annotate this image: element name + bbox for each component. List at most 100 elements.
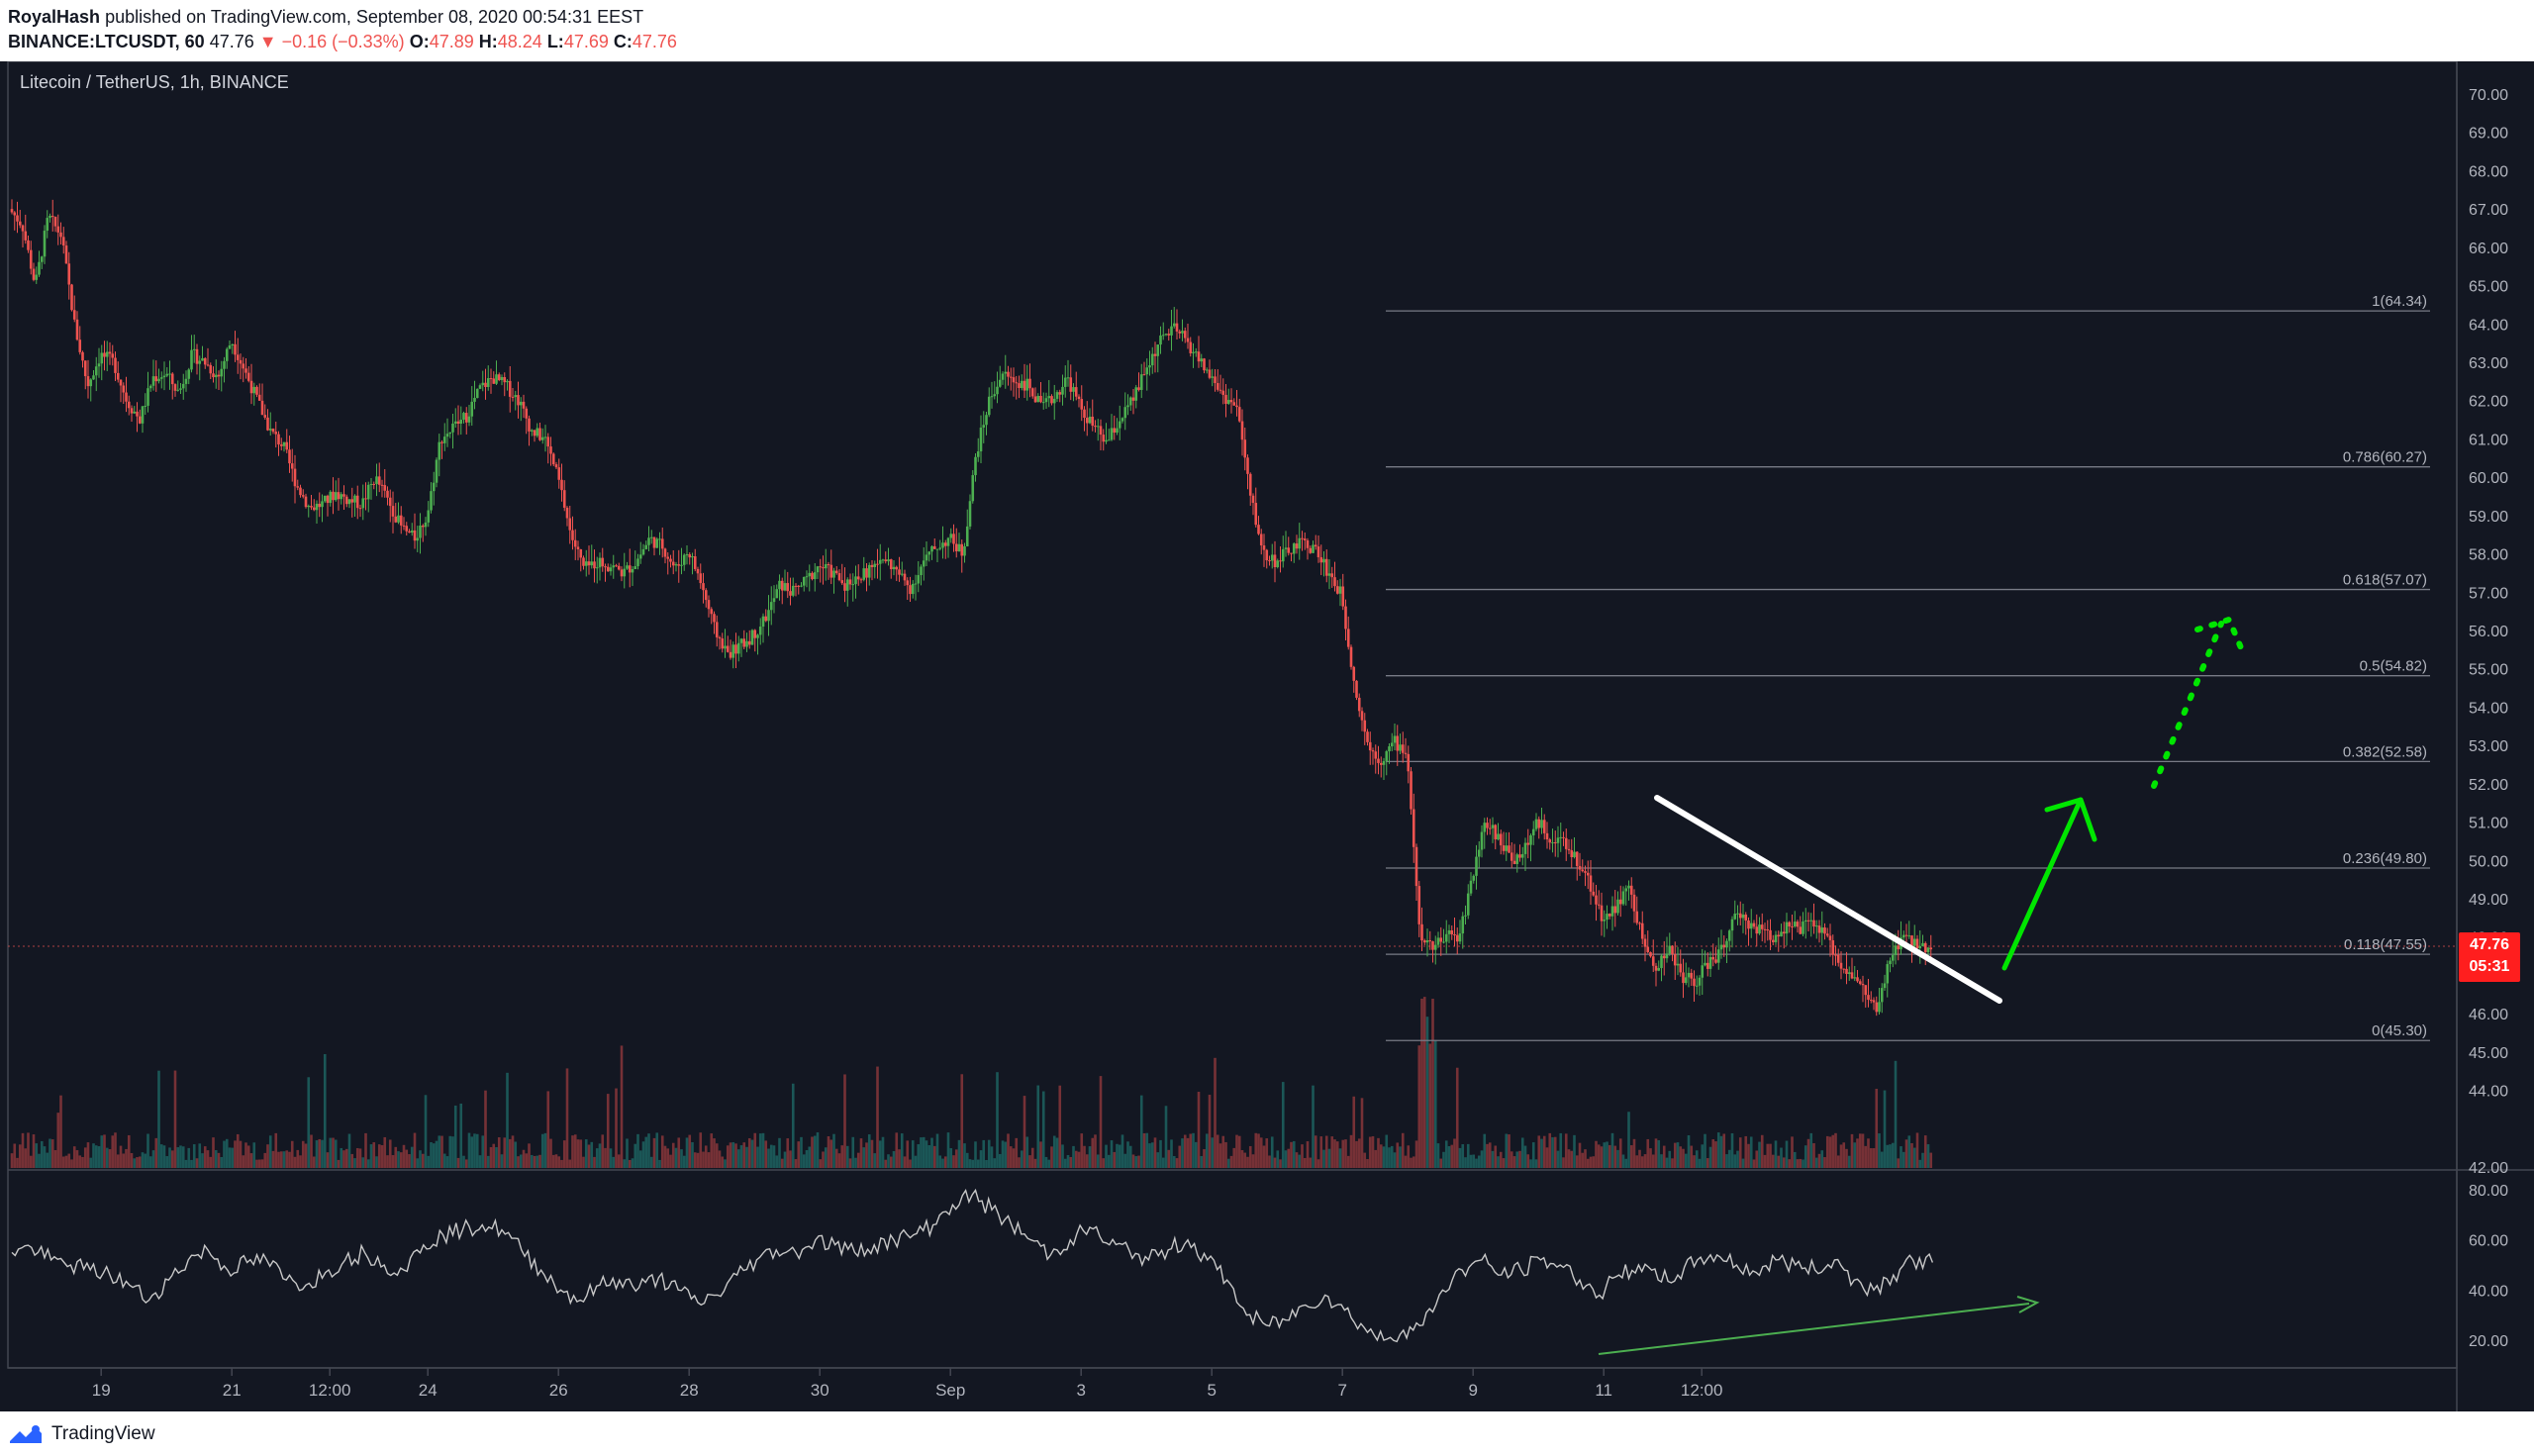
candle-body — [688, 554, 692, 558]
candle-body — [822, 567, 825, 569]
volume-bar — [819, 1159, 823, 1168]
volume-bar — [811, 1136, 814, 1168]
volume-bar — [462, 1155, 465, 1168]
candle-body — [342, 494, 345, 497]
volume-bar — [876, 1066, 879, 1168]
candle-body — [1461, 916, 1465, 934]
candle-body — [1330, 573, 1334, 578]
candle-body — [1651, 956, 1655, 966]
volume-bar — [517, 1156, 520, 1168]
candle-body — [1578, 865, 1582, 870]
published-text: published on TradingView.com, September … — [105, 7, 644, 27]
volume-bar — [1287, 1148, 1291, 1168]
volume-bar — [138, 1156, 142, 1168]
candle-body — [29, 249, 33, 269]
candle-body — [1200, 358, 1204, 362]
volume-bar — [862, 1147, 866, 1168]
candle-body — [658, 538, 661, 540]
volume-bar — [334, 1139, 338, 1168]
price-tick-label: 67.00 — [2469, 202, 2508, 219]
candle-body — [220, 368, 224, 377]
author-name[interactable]: RoyalHash — [8, 7, 101, 27]
volume-bar — [551, 1154, 555, 1168]
candle-body — [372, 483, 376, 485]
candle-body — [767, 610, 770, 622]
volume-bar — [388, 1139, 392, 1168]
candle-body — [78, 340, 82, 352]
candle-body — [974, 456, 977, 476]
volume-bar — [1020, 1150, 1023, 1168]
candle-body — [249, 380, 253, 394]
candle-body — [1540, 820, 1543, 828]
fibonacci-retracement[interactable]: 1(64.34)0.786(60.27)0.618(57.07)0.5(54.8… — [1386, 293, 2430, 1041]
candle-body — [1671, 945, 1674, 954]
candle-body — [1357, 697, 1361, 712]
volume-bar — [1475, 1158, 1478, 1168]
volume-bar — [1595, 1140, 1598, 1168]
volume-bar — [358, 1148, 362, 1168]
volume-bar — [1526, 1154, 1530, 1168]
volume-bar — [834, 1148, 838, 1168]
candle-body — [130, 408, 134, 414]
rsi-tick-label: 80.00 — [2469, 1183, 2508, 1200]
volume-bar — [1508, 1134, 1511, 1168]
candle-body — [682, 554, 686, 565]
candle-body — [710, 609, 714, 615]
volume-bar — [1714, 1141, 1717, 1168]
volume-bar — [590, 1141, 594, 1168]
volume-bar — [173, 1070, 177, 1168]
volume-bar — [952, 1155, 955, 1168]
drawings[interactable] — [1598, 616, 2248, 1355]
volume-bar — [867, 1134, 871, 1168]
volume-bar — [432, 1143, 436, 1168]
candle-body — [816, 566, 820, 573]
candle-body — [255, 386, 258, 395]
volume-bar — [293, 1156, 297, 1168]
candle-body — [1243, 439, 1247, 458]
breakout-arrow-head[interactable] — [2044, 797, 2097, 842]
volume-bar — [1417, 1045, 1421, 1168]
volume-bar — [1570, 1150, 1574, 1168]
candle-body — [1431, 941, 1434, 950]
candle-body — [1009, 376, 1013, 378]
candle-body — [1388, 746, 1391, 752]
candle-body — [459, 419, 463, 425]
candle-body — [475, 388, 479, 399]
rsi-divergence-arrow-head[interactable] — [2016, 1296, 2040, 1313]
candle-body — [1123, 407, 1127, 419]
price-chart[interactable]: Litecoin / TetherUS, 1h, BINANCE 1(64.34… — [0, 61, 2534, 1411]
target-dotted-arrow-shaft[interactable] — [2151, 621, 2224, 789]
target-dotted-arrow-head[interactable] — [2194, 616, 2248, 660]
candle-body — [1058, 392, 1062, 395]
candle-body — [1047, 396, 1051, 399]
breakout-arrow-shaft[interactable] — [2001, 797, 2084, 971]
tradingview-brand[interactable]: TradingView — [8, 1419, 155, 1449]
candle-body — [408, 531, 411, 534]
descending-trendline[interactable] — [1654, 795, 2002, 1004]
candle-body — [1268, 560, 1271, 562]
price-tick-label: 55.00 — [2469, 662, 2508, 679]
volume-bar — [1371, 1135, 1375, 1168]
candle-body — [279, 444, 283, 446]
volume-bar — [789, 1150, 792, 1168]
volume-bar — [1831, 1134, 1835, 1168]
volume-bar — [1224, 1141, 1227, 1168]
chart-container[interactable]: Litecoin / TetherUS, 1h, BINANCE 1(64.34… — [0, 61, 2534, 1411]
candle-body — [540, 437, 544, 440]
volume-bar — [236, 1133, 240, 1168]
volume-bar — [220, 1157, 224, 1168]
volume-bar — [1733, 1154, 1737, 1168]
volume-bar — [1610, 1132, 1614, 1168]
candle-body — [108, 351, 112, 354]
candle-body — [1706, 962, 1709, 969]
volume-bar — [1248, 1145, 1252, 1168]
volume-bar — [729, 1142, 732, 1168]
rsi-divergence-line[interactable] — [1598, 1303, 2030, 1355]
candle-body — [783, 583, 787, 591]
volume-bar — [1330, 1136, 1334, 1168]
fib-level-label: 0.118(47.55) — [2344, 936, 2427, 953]
candle-body — [1192, 351, 1195, 353]
candle-body — [560, 479, 563, 491]
candle-body — [430, 491, 433, 511]
candle-body — [884, 559, 888, 562]
